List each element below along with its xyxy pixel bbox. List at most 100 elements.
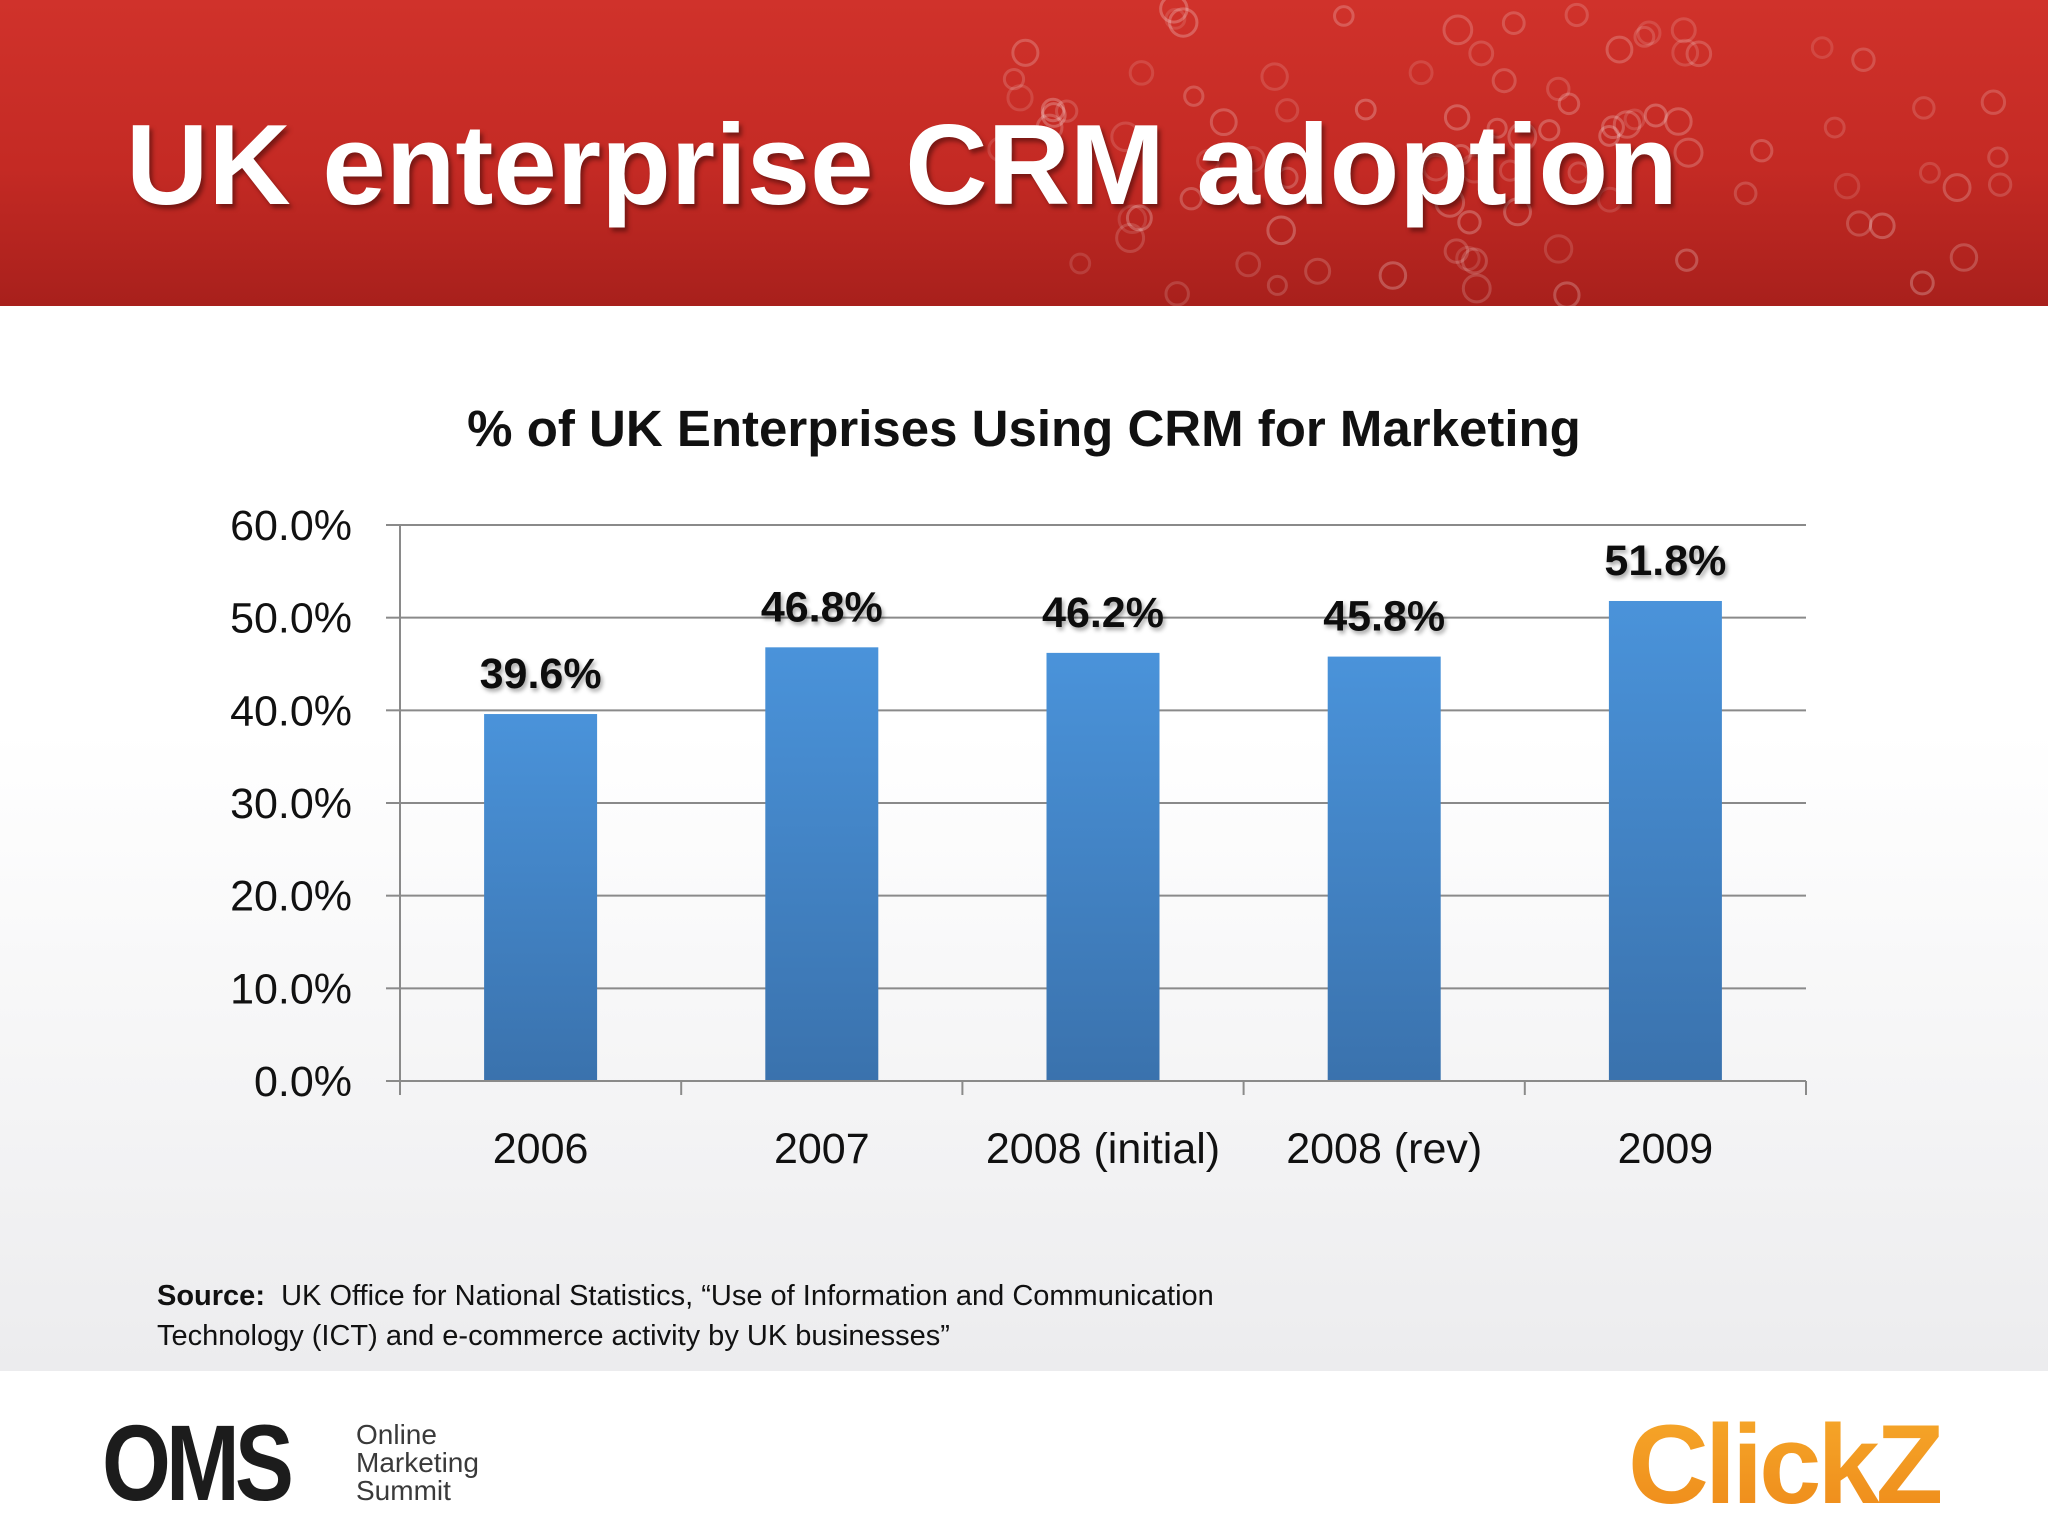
bar-2006 xyxy=(484,714,598,1081)
header-dot xyxy=(1035,113,1064,142)
header-dot xyxy=(1117,204,1148,235)
header-dot xyxy=(1422,153,1450,182)
x-category-label: 2006 xyxy=(493,1125,589,1173)
header-dot xyxy=(1498,159,1522,182)
header-dot xyxy=(1601,115,1625,140)
header-dot xyxy=(1733,181,1758,206)
header-dot xyxy=(1507,121,1538,152)
header-dot xyxy=(1750,139,1774,163)
header-dot xyxy=(1164,281,1190,306)
header-dot xyxy=(1115,223,1146,254)
bar-data-label: 51.8% xyxy=(1604,537,1726,585)
header-dot-pattern xyxy=(987,0,2013,306)
x-category-label: 2009 xyxy=(1618,1125,1714,1173)
bar-chart: % of UK Enterprises Using CRM for Market… xyxy=(230,400,1807,1173)
header-dot xyxy=(1333,5,1355,27)
y-tick-label: 0.0% xyxy=(254,1058,352,1106)
header-dot xyxy=(1987,172,2013,197)
header-dot xyxy=(1128,60,1155,86)
header-dot xyxy=(1055,99,1079,123)
header-dot xyxy=(1110,121,1141,153)
header-dot xyxy=(1209,108,1238,137)
header-dot xyxy=(1459,153,1490,184)
source-text-line2: Technology (ICT) and e-commerce activity… xyxy=(157,1320,950,1352)
header-dot xyxy=(1567,161,1590,184)
header-dot xyxy=(1179,187,1203,211)
header-dot xyxy=(1942,173,1972,203)
header-dot xyxy=(1434,187,1466,218)
header-dot xyxy=(1168,7,1199,38)
oms-logo-wordmark: Online Marketing Summit xyxy=(356,1421,479,1505)
header-dot xyxy=(1239,146,1266,173)
header-dot xyxy=(1378,261,1408,290)
header-dot xyxy=(1673,137,1704,168)
header-dot xyxy=(1564,2,1589,28)
header-dot xyxy=(1276,166,1299,189)
bar-2008-rev- xyxy=(1327,656,1441,1081)
header-dot xyxy=(1538,119,1561,142)
header-dot xyxy=(1643,103,1668,128)
header-dot xyxy=(1461,273,1492,304)
header-dot xyxy=(1846,210,1873,237)
header-dot xyxy=(1260,62,1289,91)
header-dot xyxy=(1670,17,1697,44)
header-dot xyxy=(1069,252,1092,275)
header-dot xyxy=(1235,251,1262,278)
header-dot xyxy=(987,136,1013,163)
header-dot xyxy=(1491,68,1517,94)
source-note: Source: UK Office for National Statistic… xyxy=(157,1276,1357,1356)
header-dot xyxy=(1468,40,1495,67)
header-dot xyxy=(1912,96,1936,120)
header-dot xyxy=(1909,270,1935,296)
header-dot xyxy=(1304,257,1332,285)
oms-logo-line3: Summit xyxy=(356,1475,451,1506)
source-label: Source: xyxy=(157,1280,265,1312)
header-dot xyxy=(1408,60,1434,86)
bar-2007 xyxy=(765,647,879,1081)
header-dot xyxy=(1006,84,1034,112)
header-dot xyxy=(1685,40,1713,68)
header-dot xyxy=(1833,172,1861,200)
header-dot xyxy=(1612,110,1642,139)
header-dot xyxy=(1455,245,1481,272)
oms-logo-line1: Online xyxy=(356,1419,437,1450)
header-dot xyxy=(1450,143,1472,166)
y-tick-label: 60.0% xyxy=(230,502,352,550)
header-dot xyxy=(1002,68,1026,91)
header-dot xyxy=(1546,76,1571,102)
clickz-logo: ClickZ xyxy=(1628,1402,1944,1527)
bar-2009 xyxy=(1608,600,1722,1081)
oms-logo-line2: Marketing xyxy=(356,1447,479,1478)
header-dot xyxy=(1040,102,1067,128)
header-dot xyxy=(1164,7,1187,30)
oms-logo-mark: OMS xyxy=(102,1402,294,1523)
header-dot xyxy=(1671,38,1700,67)
header-dot xyxy=(1851,47,1876,72)
chart-area: % of UK Enterprises Using CRM for Market… xyxy=(0,306,2048,1371)
y-tick-label: 40.0% xyxy=(230,687,352,735)
slide-footer: OMS Online Marketing Summit ClickZ xyxy=(0,1371,2048,1536)
bar-data-label: 46.2% xyxy=(1042,589,1164,637)
header-dot xyxy=(1443,238,1470,264)
source-text-line1: UK Office for National Statistics, “Use … xyxy=(281,1280,1214,1312)
header-dot xyxy=(1623,108,1646,131)
slide-title: UK enterprise CRM adoption xyxy=(126,102,1678,229)
y-tick-label: 50.0% xyxy=(230,595,352,643)
y-tick-label: 20.0% xyxy=(230,873,352,921)
x-category-label: 2007 xyxy=(774,1125,870,1173)
header-dot xyxy=(1266,274,1288,296)
header-dot xyxy=(1457,210,1482,235)
header-dot xyxy=(1598,124,1621,147)
header-dot xyxy=(1557,92,1581,116)
header-dot xyxy=(1011,38,1040,67)
header-dot xyxy=(1633,25,1656,48)
chart-title: % of UK Enterprises Using CRM for Market… xyxy=(467,400,1581,457)
header-dot xyxy=(1980,89,2007,115)
header-dot xyxy=(1159,0,1189,24)
header-dot xyxy=(1949,243,1979,272)
header-dot xyxy=(1040,97,1066,123)
bar-data-label: 46.8% xyxy=(761,583,883,631)
header-dot xyxy=(1183,85,1205,107)
header-dot xyxy=(1596,186,1623,213)
header-dot xyxy=(1675,248,1699,272)
